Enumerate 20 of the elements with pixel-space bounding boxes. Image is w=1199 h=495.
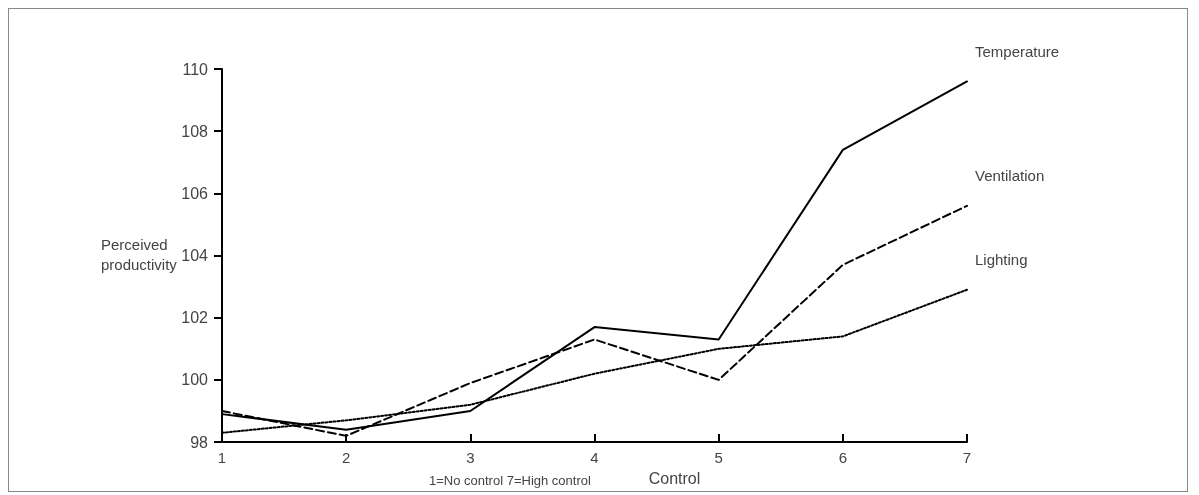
x-tick-label: 1 xyxy=(217,449,227,467)
text: 1=No control 7=High control xyxy=(429,473,591,488)
y-tick-label: 108 xyxy=(181,122,209,140)
x-tick-label: 4 xyxy=(590,449,599,467)
y-axis-title: Perceived productivity xyxy=(101,235,178,273)
series-label: Lighting xyxy=(975,251,1028,269)
y-tick-label: 104 xyxy=(181,247,209,265)
x-tick-label: 6 xyxy=(838,449,848,467)
x-tick-label: 3 xyxy=(466,449,475,467)
x-tick-label: 7 xyxy=(962,449,972,467)
series-label: Temperature xyxy=(975,42,1060,60)
y-tick-label: 98 xyxy=(190,433,209,451)
y-tick-label: 106 xyxy=(181,184,209,202)
series-label: Ventilation xyxy=(975,167,1045,185)
y-tick-label: 110 xyxy=(182,60,209,78)
x-tick-label: 5 xyxy=(714,449,723,467)
y-tick-label: 100 xyxy=(181,371,209,389)
y-tick-label: 102 xyxy=(181,309,209,327)
x-axis-title: Control xyxy=(648,469,701,487)
x-tick-label: 2 xyxy=(341,449,351,467)
